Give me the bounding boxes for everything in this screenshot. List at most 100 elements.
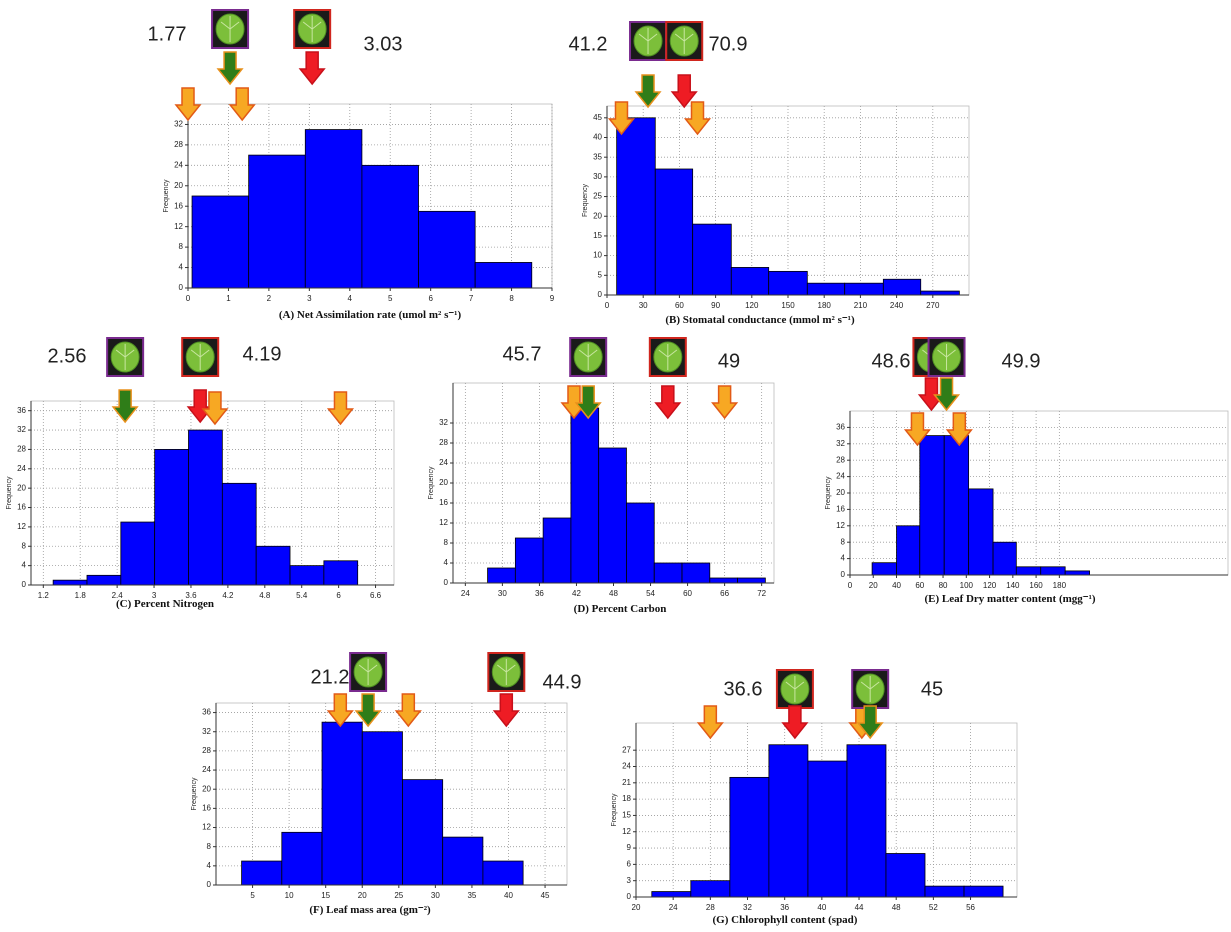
x-tick-label: 52 (929, 903, 938, 912)
histogram-bar (655, 169, 692, 295)
value-annotation: 70.9 (709, 33, 748, 55)
marker-arrow (636, 75, 660, 107)
histogram-bar (571, 408, 599, 583)
histogram-bar (693, 224, 732, 295)
x-tick-label: 120 (983, 581, 997, 590)
x-tick-label: 4 (348, 294, 353, 303)
histogram-bar (419, 211, 476, 288)
marker-arrow (218, 52, 242, 84)
y-tick-label: 30 (593, 172, 602, 181)
x-tick-label: 240 (890, 301, 904, 310)
y-tick-label: 15 (622, 811, 631, 820)
histogram-bar (1041, 567, 1065, 575)
y-tick-label: 32 (836, 439, 845, 448)
y-axis-label: Frequency (825, 476, 832, 510)
y-tick-label: 32 (439, 418, 448, 427)
y-tick-label: 24 (836, 472, 845, 481)
x-tick-label: 270 (926, 301, 940, 310)
value-annotation: 41.2 (569, 33, 608, 55)
x-tick-label: 6 (428, 294, 433, 303)
x-tick-label: 7 (469, 294, 474, 303)
y-tick-label: 16 (174, 201, 183, 210)
y-tick-label: 32 (174, 120, 183, 129)
y-tick-label: 20 (202, 784, 211, 793)
histogram-bar (652, 892, 691, 897)
histogram-bar (886, 854, 925, 898)
histogram-bar (443, 837, 483, 885)
x-tick-label: 120 (745, 301, 759, 310)
y-tick-label: 36 (17, 406, 26, 415)
x-tick-label: 48 (609, 589, 618, 598)
histogram-bar (488, 568, 516, 583)
y-tick-label: 20 (593, 211, 602, 220)
y-tick-label: 0 (22, 580, 27, 589)
y-tick-label: 21 (622, 778, 631, 787)
value-annotation: 36.6 (724, 678, 763, 700)
histogram-bar (969, 489, 993, 575)
x-tick-label: 4.8 (259, 591, 271, 600)
y-tick-label: 24 (439, 458, 448, 467)
histogram-bar (682, 563, 710, 583)
y-tick-label: 8 (179, 242, 184, 251)
y-tick-label: 5 (598, 270, 603, 279)
histogram-bar (808, 761, 847, 897)
value-annotation: 2.56 (48, 345, 87, 367)
y-tick-label: 0 (598, 290, 603, 299)
histogram-bar (362, 165, 419, 288)
value-annotation: 3.03 (364, 33, 403, 55)
marker-arrow (300, 52, 324, 84)
x-tick-label: 45 (541, 891, 550, 900)
y-axis-label: Frequency (163, 179, 170, 213)
y-tick-label: 32 (202, 727, 211, 736)
histogram-bar (807, 283, 844, 295)
y-tick-label: 35 (593, 152, 602, 161)
histogram-bar (543, 518, 571, 583)
histogram-bar (483, 861, 523, 885)
x-tick-label: 20 (869, 581, 878, 590)
x-tick-label: 25 (394, 891, 403, 900)
histogram-bar (305, 130, 362, 288)
x-axis-label: (E) Leaf Dry matter content (mgg⁻¹) (924, 593, 1095, 605)
y-tick-label: 24 (202, 765, 211, 774)
y-tick-label: 4 (841, 554, 846, 563)
x-tick-label: 40 (892, 581, 901, 590)
x-tick-label: 30 (498, 589, 507, 598)
histogram-bar (710, 578, 738, 583)
x-tick-label: 56 (966, 903, 975, 912)
histogram-bar (121, 522, 155, 585)
x-axis-label: (G) Chlorophyll content (spad) (713, 914, 858, 926)
histogram-bar (944, 436, 968, 575)
y-tick-label: 36 (202, 708, 211, 717)
y-tick-label: 20 (439, 478, 448, 487)
x-tick-label: 66 (720, 589, 729, 598)
histogram-bar (249, 155, 306, 288)
histogram-bar (921, 291, 960, 295)
y-tick-label: 24 (622, 762, 631, 771)
x-tick-label: 8 (509, 294, 514, 303)
x-tick-label: 140 (1006, 581, 1020, 590)
histogram-bar (402, 780, 442, 885)
histogram-bar (87, 575, 121, 585)
y-tick-label: 3 (627, 876, 632, 885)
x-tick-label: 4.2 (222, 591, 234, 600)
x-tick-label: 1.2 (38, 591, 50, 600)
y-axis-label: Frequency (6, 476, 13, 510)
x-tick-label: 9 (550, 294, 555, 303)
histogram-bar (730, 777, 769, 897)
histogram-bar (883, 279, 920, 295)
x-tick-label: 32 (743, 903, 752, 912)
y-axis-label: Frequency (611, 793, 618, 827)
x-axis-label: (F) Leaf mass area (gm⁻²) (309, 904, 431, 916)
x-tick-label: 60 (675, 301, 684, 310)
histogram-bar (290, 566, 324, 585)
x-tick-label: 40 (504, 891, 513, 900)
y-tick-label: 27 (622, 745, 631, 754)
histogram-bar (847, 745, 886, 897)
x-tick-label: 48 (892, 903, 901, 912)
value-annotation: 49.9 (1002, 350, 1041, 372)
y-tick-label: 32 (17, 425, 26, 434)
histogram-bar (920, 436, 944, 575)
y-tick-label: 8 (22, 541, 27, 550)
